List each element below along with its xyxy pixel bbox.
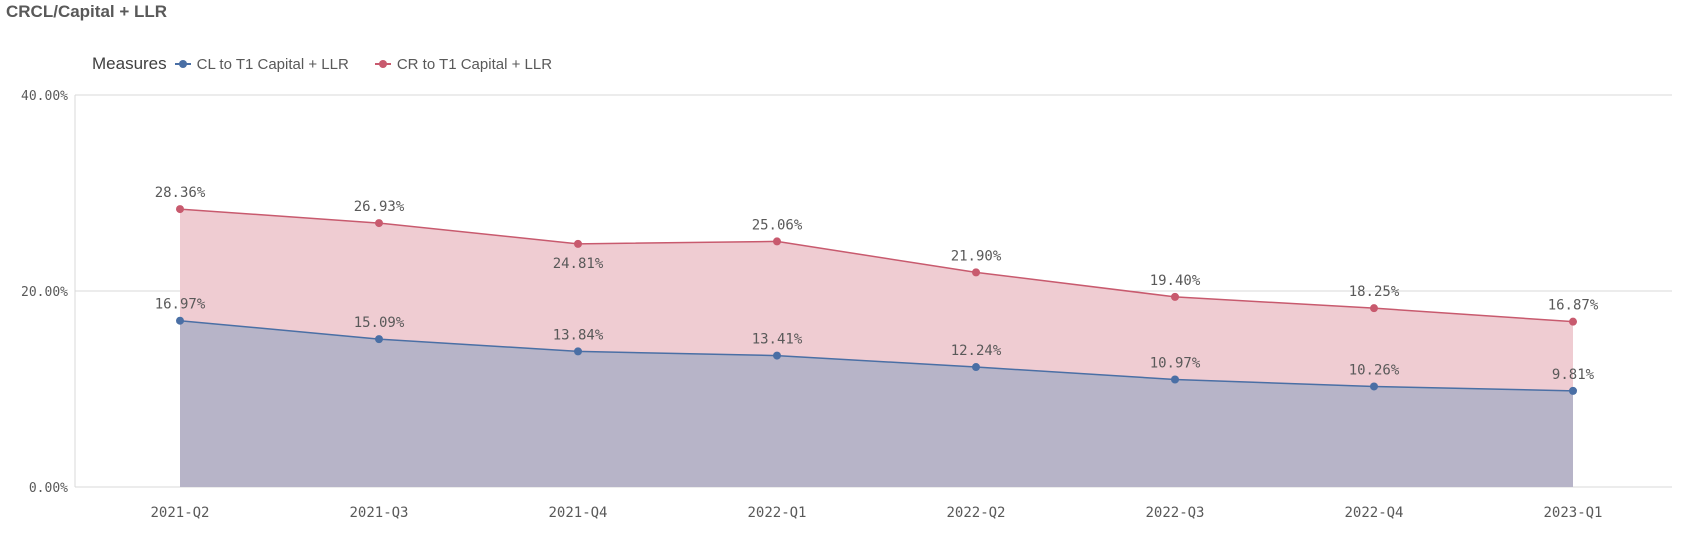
data-label-cl-5: 10.97% [1150,355,1201,371]
label-layer: 28.36% 26.93% 24.81% 25.06% 21.90% 19.40% 18.2… [155,185,1599,383]
point-cr-2 [574,239,582,248]
data-label-cl-3: 13.41% [752,332,803,348]
point-cl-0 [176,316,184,325]
data-label-cr-3: 25.06% [752,217,803,233]
chart-title: CRCL/Capital + LLR [6,2,168,21]
area-layer [180,209,1573,487]
point-cl-4 [972,363,980,372]
data-label-cl-6: 10.26% [1349,362,1400,378]
line-cr [179,208,1574,323]
x-tick-label-6: 2022-Q4 [1344,505,1403,521]
point-cr-4 [972,268,980,277]
x-tick-label-3: 2022-Q1 [747,505,806,521]
point-cl-1 [375,335,383,344]
point-cl-3 [773,351,781,360]
y-tick-label-0: 0.00% [29,481,68,496]
point-cr-7 [1569,317,1577,326]
point-cr-1 [375,219,383,228]
legend: Measures CL to T1 Capital + LLR CR to T1… [92,54,578,74]
point-layer [176,205,1577,395]
x-tick-label-1: 2021-Q3 [349,505,408,521]
x-tick-label-5: 2022-Q3 [1145,505,1204,521]
data-label-cr-5: 19.40% [1150,273,1201,289]
data-label-cr-6: 18.25% [1349,284,1400,300]
data-label-cr-2: 24.81% [553,256,604,272]
point-cl-7 [1569,386,1577,395]
point-cr-5 [1171,292,1179,301]
x-tick-label-4: 2022-Q2 [946,505,1005,521]
legend-item-cr[interactable]: CR to T1 Capital + LLR [374,55,553,73]
line-cl [179,319,1574,392]
point-cr-3 [773,237,781,246]
point-cl-5 [1171,375,1179,384]
y-tick-label-1: 20.00% [21,285,68,300]
legend-swatch-cl [174,59,191,69]
legend-title: Measures [92,54,167,73]
axis-layer: 0.00% 20.00% 40.00% 2021-Q2 2021-Q3 2021-Q4 20… [21,89,1602,521]
line-layer [179,208,1574,392]
point-cr-0 [176,205,184,214]
point-cl-6 [1370,382,1378,391]
legend-label-cr: CR to T1 Capital + LLR [396,55,553,73]
data-label-cr-1: 26.93% [354,199,405,215]
y-tick-label-2: 40.00% [21,89,68,104]
point-cr-6 [1370,304,1378,313]
legend-label-cl: CL to T1 Capital + LLR [196,55,349,73]
area-cl [180,320,1573,487]
data-label-cr-0: 28.36% [155,185,206,201]
data-label-cl-0: 16.97% [155,297,206,313]
x-tick-label-2: 2021-Q4 [548,505,607,521]
data-label-cl-2: 13.84% [553,327,604,343]
x-tick-label-0: 2021-Q2 [150,505,209,521]
data-label-cr-4: 21.90% [951,248,1002,264]
legend-item-cl[interactable]: CL to T1 Capital + LLR [174,55,349,73]
data-label-cl-1: 15.09% [354,315,405,331]
data-label-cr-7: 16.87% [1548,298,1599,314]
legend-swatch-cr [374,59,391,69]
data-label-cl-4: 12.24% [951,343,1002,359]
point-cl-2 [574,347,582,356]
data-label-cl-7: 9.81% [1552,367,1595,383]
x-tick-label-7: 2023-Q1 [1543,505,1602,521]
